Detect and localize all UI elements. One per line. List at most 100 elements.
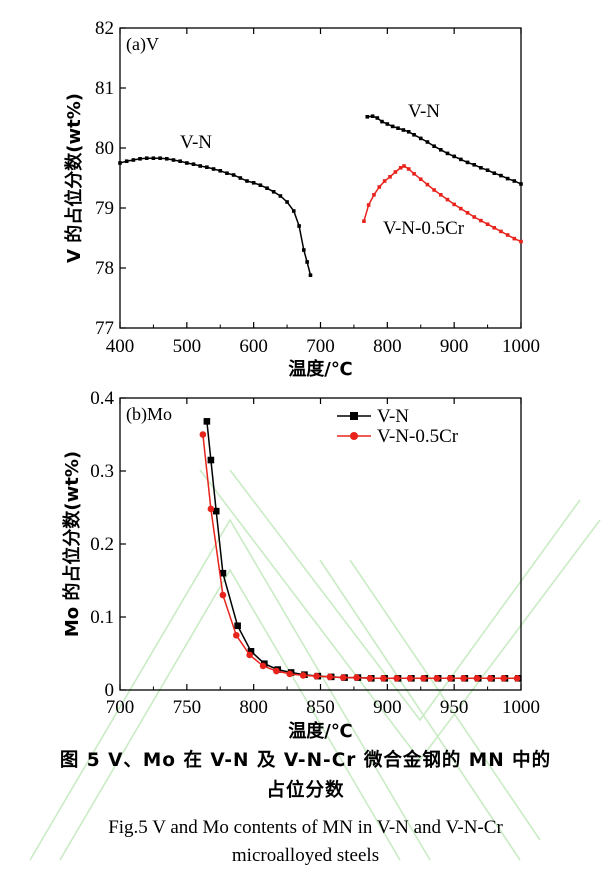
data-point	[207, 456, 215, 464]
data-point	[377, 185, 382, 189]
data-point	[380, 119, 384, 124]
x-tick-label: 1000	[502, 336, 540, 357]
data-point	[372, 193, 376, 197]
x-tick-label: 1000	[502, 697, 540, 718]
series-v-n-0	[203, 418, 522, 682]
y-tick-label: 0.2	[90, 534, 114, 555]
data-point	[207, 505, 215, 513]
x-axis-label: 温度/℃	[288, 358, 352, 380]
data-point	[398, 166, 403, 170]
data-point	[446, 675, 454, 682]
y-tick-label: 81	[95, 78, 114, 99]
caption-zh-line1: 图 5 V、Mo 在 V-N 及 V-N-Cr 微合金钢的 MN 中的	[59, 750, 552, 771]
series-line	[202, 434, 517, 680]
data-point	[452, 154, 456, 159]
data-point	[439, 193, 443, 197]
data-point	[144, 156, 149, 160]
data-point	[432, 188, 436, 192]
y-tick-label: 0.1	[90, 607, 114, 628]
y-tick-label: 77	[95, 318, 114, 339]
panel-label: (a)V	[126, 34, 159, 55]
series-line	[119, 157, 312, 276]
data-point	[465, 160, 470, 165]
data-point	[402, 164, 406, 168]
data-point	[205, 165, 209, 169]
data-point	[308, 273, 313, 277]
data-point	[479, 218, 483, 223]
x-tick-label: 850	[306, 697, 335, 718]
data-point	[366, 675, 374, 682]
data-point	[366, 203, 371, 207]
legend-marker	[350, 412, 358, 420]
series-line	[206, 421, 519, 680]
data-point	[362, 219, 366, 223]
data-point	[326, 673, 334, 681]
data-point	[465, 211, 470, 215]
caption-en: Fig.5 V and Mo contents of MN in V-N and…	[0, 814, 611, 870]
legend-label: V-N	[377, 406, 409, 427]
data-point	[151, 156, 156, 160]
data-point	[265, 186, 269, 190]
data-point	[486, 675, 494, 682]
chart-panel-a: 400 500 600 700 800 900 1000 77 78 79 80 81 82 温度/℃ V …	[63, 18, 540, 380]
data-point	[258, 183, 263, 187]
data-point	[285, 200, 289, 204]
annotation-label: V-N	[408, 101, 440, 122]
data-point	[185, 161, 189, 165]
caption-zh: 图 5 V、Mo 在 V-N 及 V-N-Cr 微合金钢的 MN 中的 占位分数	[0, 746, 611, 806]
legend: V-NV-N-0.5Cr	[337, 406, 459, 447]
x-tick-label: 700	[306, 336, 335, 357]
data-point	[370, 114, 375, 118]
data-point	[131, 158, 136, 162]
x-tick-label: 900	[440, 336, 469, 357]
data-point	[365, 115, 370, 119]
data-point	[380, 675, 387, 682]
data-point	[473, 675, 481, 682]
caption-en-line2: microalloyed steels	[231, 845, 380, 866]
y-tick-label: 0.3	[90, 461, 114, 482]
x-tick-label: 400	[106, 336, 135, 357]
data-point	[118, 161, 122, 165]
panel-label: (b)Mo	[126, 404, 172, 425]
data-point	[382, 179, 387, 183]
data-point	[459, 206, 463, 211]
data-point	[124, 159, 129, 163]
data-point	[425, 182, 430, 187]
data-point	[203, 418, 211, 425]
x-axis-label: 温度/℃	[288, 720, 352, 742]
data-point	[418, 136, 423, 141]
x-tick-label: 750	[173, 697, 202, 718]
data-point	[232, 631, 240, 639]
x-tick-label: 500	[173, 336, 202, 357]
data-point	[460, 675, 467, 682]
x-tick-label: 600	[239, 336, 268, 357]
data-point	[393, 170, 398, 174]
data-point	[390, 124, 395, 129]
data-point	[519, 239, 523, 244]
data-point	[388, 175, 392, 179]
data-point	[218, 169, 223, 173]
data-point	[479, 166, 483, 170]
data-point	[199, 431, 207, 438]
data-point	[278, 194, 283, 198]
figure-charts: 400 500 600 700 800 900 1000 77 78 79 80 81 82 温度/℃ V …	[61, 18, 540, 742]
x-tick-label: 700	[106, 697, 135, 718]
data-point	[297, 224, 301, 228]
data-point	[485, 222, 490, 226]
y-tick-label: 0	[105, 680, 115, 701]
data-point	[138, 157, 142, 161]
data-point	[164, 157, 169, 161]
data-point	[234, 622, 241, 630]
data-point	[339, 674, 347, 681]
data-point	[198, 164, 202, 168]
data-point	[396, 126, 400, 130]
data-point	[401, 128, 406, 132]
data-point	[259, 662, 267, 670]
data-point	[219, 591, 227, 599]
data-point	[273, 667, 280, 675]
data-point	[439, 148, 443, 152]
data-point	[500, 675, 507, 682]
x-tick-label: 800	[239, 697, 268, 718]
data-point	[492, 171, 497, 175]
